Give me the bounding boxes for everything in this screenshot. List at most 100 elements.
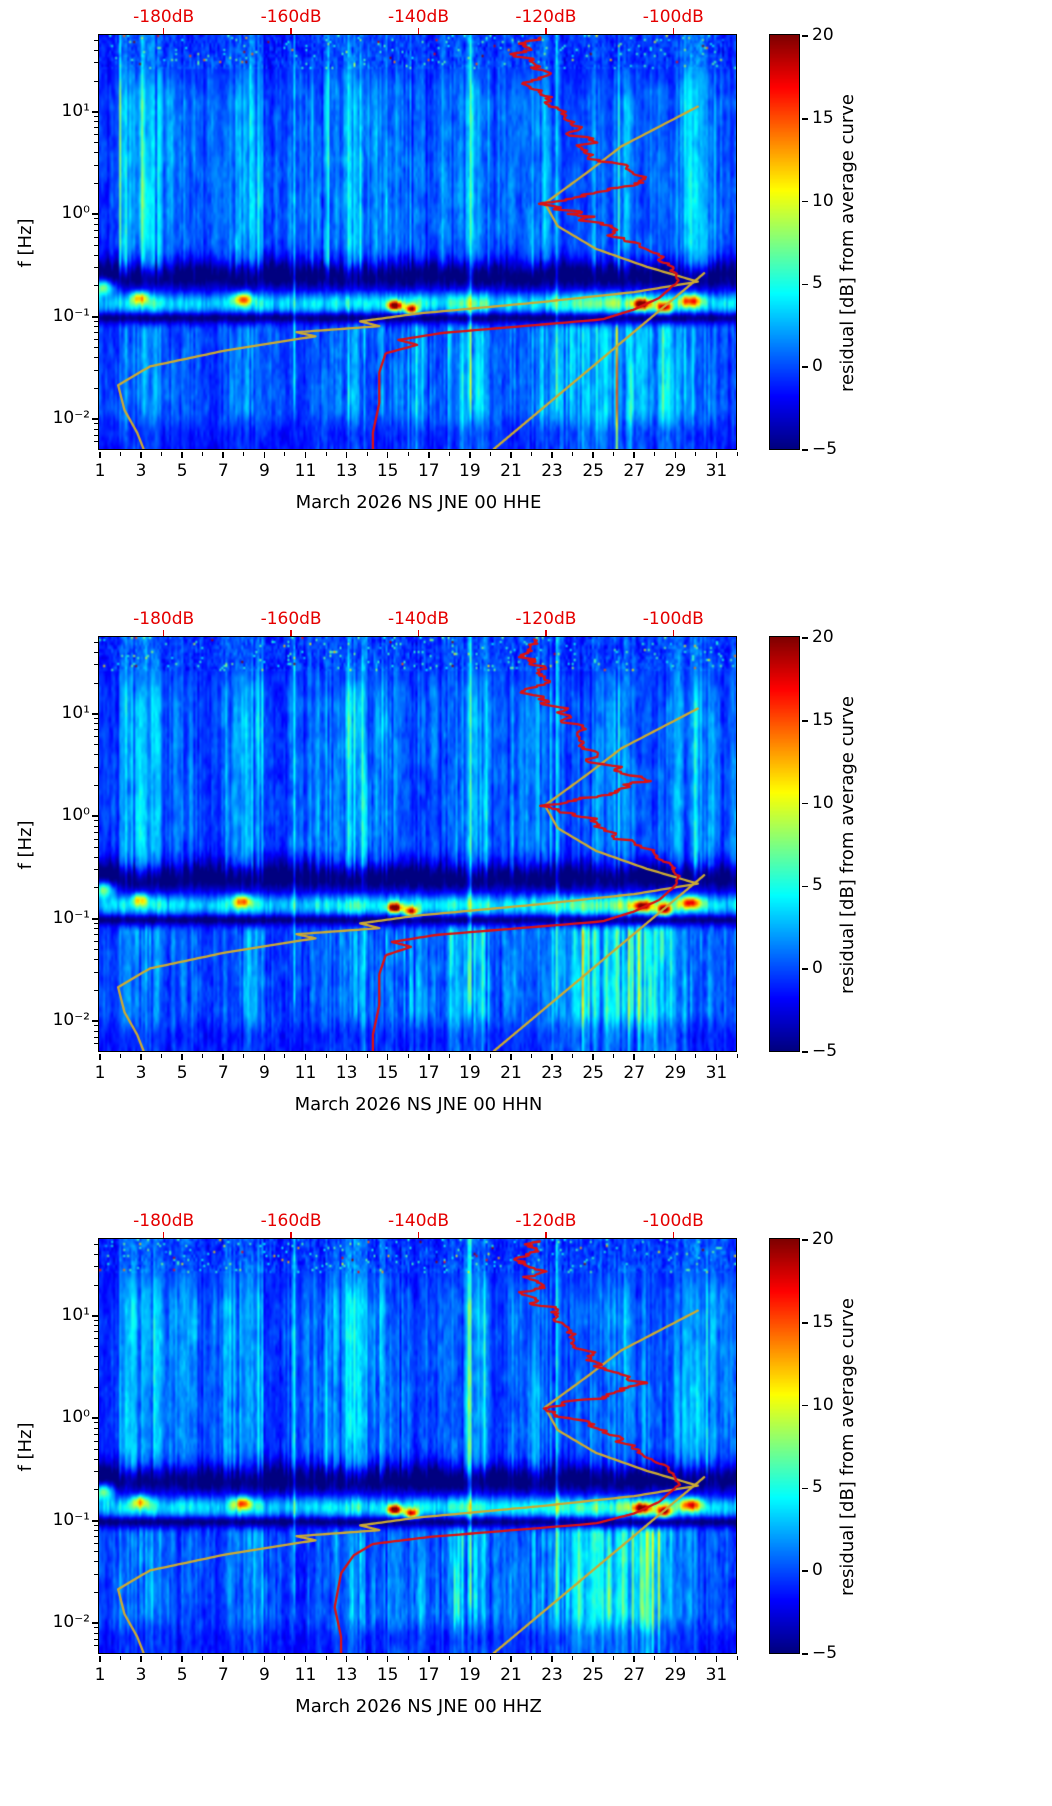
- x-axis-tick: [222, 1655, 225, 1663]
- x-axis-title: March 2026 NS JNE 00 HHZ: [295, 1696, 542, 1717]
- y-axis-minor-tick: [94, 820, 99, 822]
- top-axis-tick-label: -140dB: [387, 609, 450, 629]
- x-axis-minor-tick: [736, 1655, 738, 1660]
- x-axis-tick: [345, 1053, 348, 1061]
- y-axis-minor-tick: [94, 1573, 99, 1575]
- y-axis-minor-tick: [94, 338, 99, 340]
- y-axis-tick: [91, 1315, 99, 1317]
- y-axis-minor-tick: [94, 1320, 99, 1322]
- y-axis-minor-tick: [94, 754, 99, 756]
- x-axis-minor-tick: [284, 451, 286, 456]
- x-axis-tick: [715, 1053, 718, 1061]
- x-axis-minor-tick: [284, 1053, 286, 1058]
- top-axis-tick-label: -140dB: [387, 1211, 450, 1231]
- x-axis-tick-label: 17: [417, 1665, 440, 1685]
- y-axis-tick: [91, 1622, 99, 1624]
- x-axis-tick: [510, 1655, 512, 1663]
- y-axis-title: f [Hz]: [15, 218, 36, 268]
- x-axis-tick: [222, 451, 225, 459]
- y-axis-minor-tick: [94, 1645, 99, 1647]
- x-axis-tick-label: 13: [335, 1665, 358, 1685]
- x-axis-tick-label: 27: [623, 1063, 646, 1083]
- colorbar-tick: [801, 200, 809, 203]
- x-axis-minor-tick: [489, 1053, 491, 1058]
- y-axis-minor-tick: [94, 423, 99, 425]
- x-axis-minor-tick: [695, 451, 697, 456]
- top-axis-tick: [417, 1231, 420, 1239]
- colorbar-title: residual [dB] from average curve: [837, 93, 858, 393]
- top-axis-tick-label: -120dB: [515, 1211, 577, 1231]
- y-axis-minor-tick: [94, 1346, 99, 1348]
- x-axis-minor-tick: [695, 1053, 697, 1058]
- x-axis-tick-label: 25: [582, 1665, 604, 1685]
- x-axis-tick-label: 9: [258, 1063, 270, 1083]
- colorbar-tick: [801, 449, 809, 451]
- plot-area: [98, 1238, 738, 1655]
- x-axis-tick-label: 9: [258, 461, 270, 481]
- x-axis-minor-tick: [572, 451, 574, 456]
- top-axis-tick-label: -180dB: [133, 609, 195, 629]
- colorbar: [769, 636, 801, 1053]
- y-axis-minor-tick: [94, 229, 99, 231]
- colorbar-tick: [801, 720, 809, 722]
- x-axis-tick-label: 31: [705, 1665, 728, 1685]
- y-axis-tick-label: 10⁰: [61, 805, 90, 826]
- x-axis-tick-label: 19: [459, 1665, 481, 1685]
- x-axis-tick-label: 11: [294, 1665, 317, 1685]
- top-axis-tick-label: -180dB: [133, 1211, 195, 1231]
- y-axis-tick: [91, 1519, 99, 1522]
- x-axis-minor-tick: [284, 1655, 286, 1660]
- y-axis-minor-tick: [94, 934, 99, 936]
- y-axis-minor-tick: [94, 831, 99, 833]
- top-axis-tick: [162, 1231, 165, 1239]
- x-axis-minor-tick: [120, 1053, 122, 1058]
- colorbar-tick-label: 5: [812, 875, 823, 896]
- x-axis-tick-label: 21: [500, 461, 522, 481]
- x-axis-minor-tick: [243, 1053, 245, 1058]
- x-axis-tick: [469, 1655, 471, 1663]
- x-axis-minor-tick: [120, 451, 122, 456]
- colorbar-tick-label: 20: [812, 627, 834, 647]
- y-axis-minor-tick: [94, 1025, 99, 1027]
- top-axis-tick: [290, 27, 292, 35]
- y-axis-minor-tick: [94, 1356, 99, 1358]
- x-axis-tick-label: 15: [376, 461, 399, 481]
- x-axis-tick-label: 17: [417, 1063, 440, 1083]
- x-axis-tick-label: 9: [258, 1665, 270, 1685]
- y-axis-minor-tick: [94, 267, 99, 269]
- y-axis-tick: [91, 815, 99, 818]
- colorbar-tick-label: 15: [812, 709, 834, 730]
- x-axis-minor-tick: [695, 1655, 697, 1660]
- y-axis-minor-tick: [94, 116, 99, 118]
- colorbar-tick: [801, 366, 809, 368]
- x-axis-tick-label: 27: [623, 1665, 646, 1685]
- colorbar-title: residual [dB] from average curve: [837, 695, 858, 995]
- colorbar-tick-label: 0: [812, 1560, 823, 1581]
- colorbar-tick: [801, 802, 809, 805]
- x-axis-tick-label: 27: [623, 461, 646, 481]
- x-axis-title: March 2026 NS JNE 00 HHN: [294, 1094, 543, 1115]
- y-axis-minor-tick: [94, 121, 99, 123]
- colorbar-tick-label: 5: [812, 273, 823, 294]
- x-axis-minor-tick: [448, 451, 450, 456]
- colorbar-tick-label: 10: [812, 1394, 834, 1415]
- y-axis-minor-tick: [94, 922, 99, 924]
- y-axis-minor-tick: [94, 218, 99, 220]
- x-axis-tick: [510, 1053, 512, 1061]
- x-axis-tick-label: 31: [705, 461, 728, 481]
- y-axis-tick: [91, 713, 99, 715]
- y-axis-minor-tick: [94, 347, 99, 349]
- x-axis-tick-label: 15: [376, 1665, 399, 1685]
- x-axis-minor-tick: [531, 1655, 533, 1660]
- x-axis-minor-tick: [161, 451, 163, 456]
- y-axis-minor-tick: [94, 1458, 99, 1460]
- colorbar-tick: [801, 1239, 809, 1241]
- top-axis-tick: [545, 1231, 547, 1239]
- x-axis-tick: [140, 1053, 142, 1061]
- y-axis-minor-tick: [94, 428, 99, 430]
- y-axis-minor-tick: [94, 1471, 99, 1473]
- y-axis-minor-tick: [94, 164, 99, 166]
- y-axis-minor-tick: [94, 1440, 99, 1442]
- top-axis-tick-label: -160dB: [260, 7, 322, 27]
- top-axis-tick-label: -100dB: [642, 609, 704, 629]
